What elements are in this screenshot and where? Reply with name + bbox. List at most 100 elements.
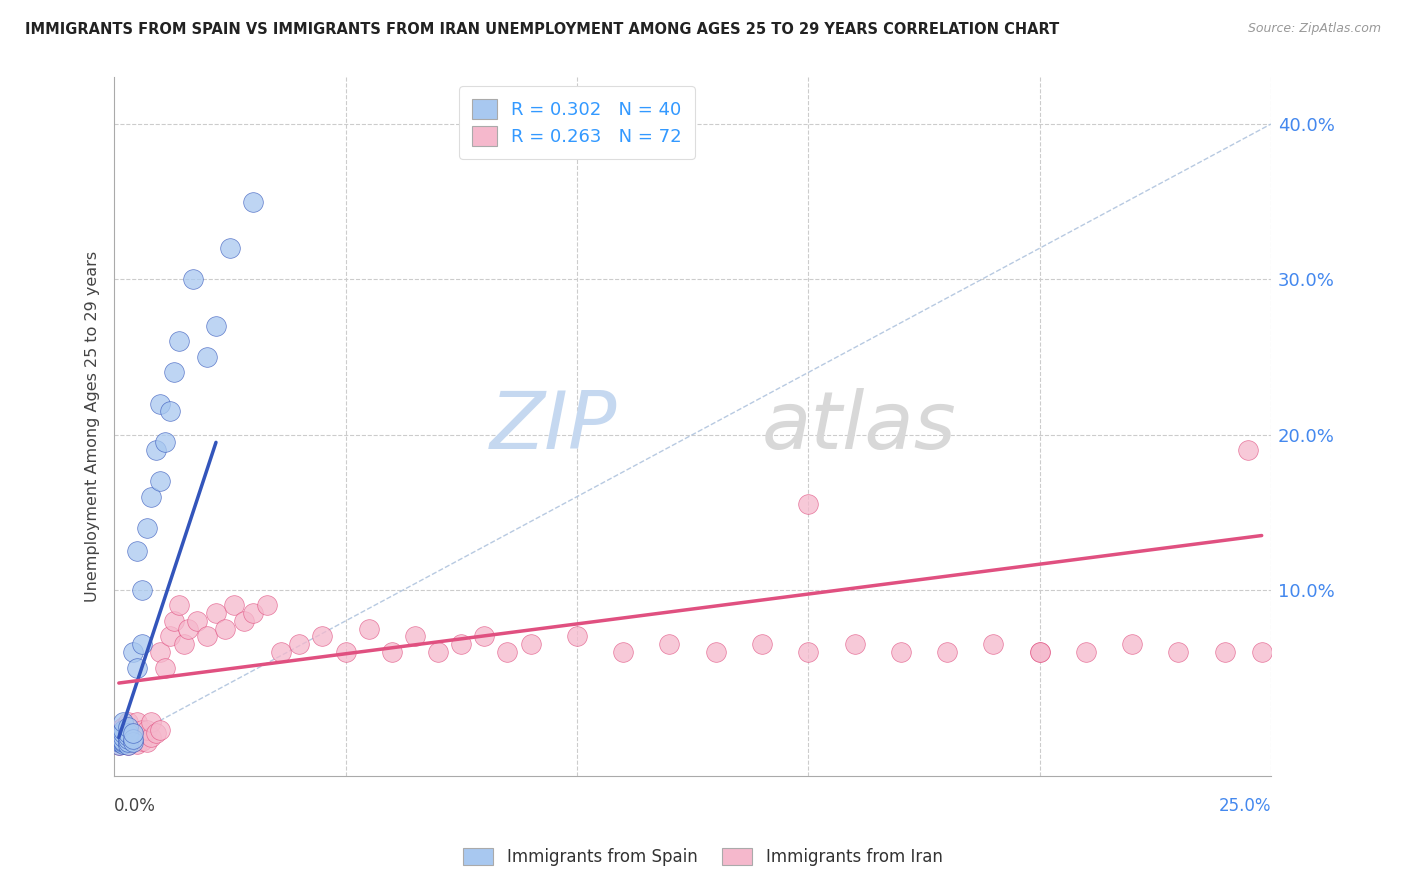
Point: [173, 637, 195, 651]
Point: [112, 723, 135, 737]
Point: [112, 735, 135, 749]
Point: [153, 660, 176, 674]
Point: [519, 637, 541, 651]
Point: [127, 544, 149, 558]
Point: [131, 723, 153, 737]
Point: [141, 731, 163, 745]
Point: [135, 723, 157, 737]
Point: [1028, 645, 1050, 659]
Point: [108, 723, 131, 737]
Point: [108, 738, 131, 752]
Point: [141, 490, 163, 504]
Point: [1074, 645, 1097, 659]
Text: 25.0%: 25.0%: [1219, 797, 1271, 815]
Point: [108, 735, 131, 749]
Point: [149, 723, 172, 737]
Point: [121, 731, 143, 745]
Point: [163, 366, 186, 380]
Point: [117, 729, 139, 743]
Point: [117, 738, 139, 752]
Point: [167, 599, 190, 613]
Point: [121, 645, 143, 659]
Point: [135, 521, 157, 535]
Point: [181, 272, 204, 286]
Point: [108, 733, 131, 747]
Point: [159, 630, 181, 644]
Point: [357, 622, 380, 636]
Point: [242, 194, 264, 209]
Point: [112, 725, 135, 739]
Point: [232, 614, 254, 628]
Point: [127, 737, 149, 751]
Point: [121, 725, 143, 739]
Point: [311, 630, 333, 644]
Point: [121, 723, 143, 737]
Point: [496, 645, 519, 659]
Point: [117, 714, 139, 729]
Point: [121, 731, 143, 746]
Point: [844, 637, 866, 651]
Point: [131, 582, 153, 597]
Point: [797, 645, 820, 659]
Point: [112, 737, 135, 751]
Point: [149, 474, 172, 488]
Point: [195, 630, 218, 644]
Point: [112, 714, 135, 729]
Point: [127, 660, 149, 674]
Point: [195, 350, 218, 364]
Point: [121, 735, 143, 749]
Point: [658, 637, 681, 651]
Point: [127, 729, 149, 743]
Point: [117, 738, 139, 752]
Point: [117, 735, 139, 749]
Point: [112, 731, 135, 745]
Point: [149, 396, 172, 410]
Legend: R = 0.302   N = 40, R = 0.263   N = 72: R = 0.302 N = 40, R = 0.263 N = 72: [460, 87, 695, 159]
Text: atlas: atlas: [762, 388, 956, 466]
Point: [117, 727, 139, 741]
Point: [167, 334, 190, 349]
Point: [335, 645, 357, 659]
Point: [450, 637, 472, 651]
Point: [270, 645, 292, 659]
Point: [565, 630, 588, 644]
Point: [1236, 443, 1258, 458]
Point: [704, 645, 727, 659]
Point: [205, 318, 228, 333]
Point: [224, 599, 246, 613]
Point: [288, 637, 311, 651]
Point: [256, 599, 278, 613]
Text: ZIP: ZIP: [491, 388, 617, 466]
Point: [117, 719, 139, 733]
Point: [112, 719, 135, 733]
Text: IMMIGRANTS FROM SPAIN VS IMMIGRANTS FROM IRAN UNEMPLOYMENT AMONG AGES 25 TO 29 Y: IMMIGRANTS FROM SPAIN VS IMMIGRANTS FROM…: [25, 22, 1060, 37]
Point: [1167, 645, 1189, 659]
Point: [1028, 645, 1050, 659]
Point: [145, 443, 167, 458]
Point: [108, 731, 131, 745]
Point: [751, 637, 773, 651]
Text: 0.0%: 0.0%: [114, 797, 156, 815]
Point: [149, 645, 172, 659]
Y-axis label: Unemployment Among Ages 25 to 29 years: Unemployment Among Ages 25 to 29 years: [86, 252, 100, 602]
Point: [112, 733, 135, 747]
Point: [981, 637, 1004, 651]
Point: [381, 645, 404, 659]
Point: [112, 729, 135, 743]
Point: [131, 733, 153, 747]
Point: [121, 735, 143, 749]
Point: [186, 614, 208, 628]
Point: [112, 737, 135, 751]
Point: [404, 630, 426, 644]
Point: [117, 731, 139, 746]
Point: [108, 735, 131, 749]
Point: [108, 738, 131, 752]
Point: [1121, 637, 1143, 651]
Point: [112, 733, 135, 747]
Point: [177, 622, 200, 636]
Legend: Immigrants from Spain, Immigrants from Iran: Immigrants from Spain, Immigrants from I…: [457, 841, 949, 873]
Point: [1213, 645, 1236, 659]
Point: [612, 645, 634, 659]
Point: [797, 498, 820, 512]
Point: [936, 645, 959, 659]
